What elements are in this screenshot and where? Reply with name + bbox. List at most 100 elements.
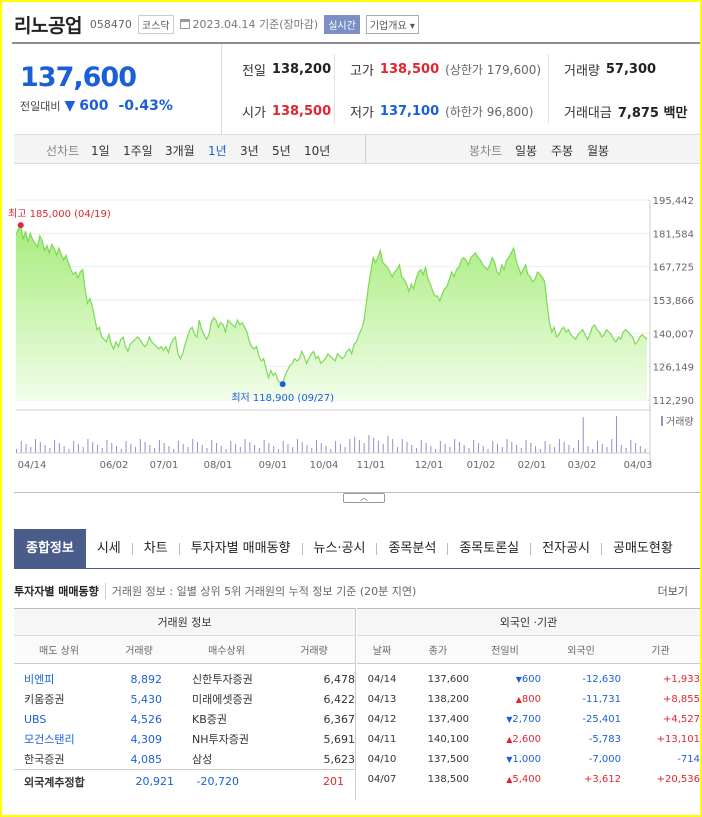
foreign-sum-net: 201: [323, 775, 344, 788]
volume-bar: [216, 443, 218, 453]
min-label: 최저 118,900 (09/27): [231, 392, 334, 404]
volume-bar: [196, 442, 198, 453]
row-change-value: 600: [521, 673, 541, 685]
high-label: 고가: [350, 64, 374, 79]
volume-bar: [320, 443, 322, 453]
broker-sell-name[interactable]: 비엔피: [24, 673, 55, 686]
collapse-chart-button[interactable]: ︿: [343, 493, 385, 503]
volume-bar: [477, 443, 479, 453]
stock-name[interactable]: 리노공업: [14, 14, 82, 37]
tab-short-selling[interactable]: 공매도현황: [612, 540, 673, 556]
realtime-button[interactable]: 실시간: [324, 14, 360, 34]
broker-sell-volume: 4,526: [130, 712, 163, 726]
volume-bar: [182, 444, 184, 453]
volume-bar: [444, 444, 446, 453]
volume-bar: [316, 440, 318, 453]
period-divider: [365, 135, 366, 163]
header-divider: [12, 42, 700, 44]
volume-bar: [463, 445, 465, 453]
tab-divider: [530, 542, 532, 555]
volume-bar: [173, 449, 175, 453]
period-3m[interactable]: 3개월: [165, 144, 195, 158]
volume-bar: [568, 445, 570, 453]
period-1d[interactable]: 1일: [91, 144, 110, 158]
stats-divider: [548, 54, 549, 124]
y-tick-label: 112,290: [653, 396, 694, 407]
date-info: 2023.04.14 기준(장마감): [179, 16, 319, 32]
tab-quotes[interactable]: 시세: [96, 540, 121, 556]
chart-period-bar: 선차트 1일 1주일 3개월 1년 3년 5년 10년 봉차트 일봉 주봉 월봉: [14, 134, 700, 164]
row-date: 04/12: [367, 713, 397, 725]
volume-bar: [287, 444, 289, 453]
row-foreign: -11,731: [582, 693, 621, 705]
volume-bar: [220, 446, 222, 453]
volume-bar: [35, 439, 37, 453]
broker-sell-name[interactable]: UBS: [24, 712, 47, 726]
price-chart[interactable]: 195,442 181,584 167,725 153,866 140,007 126,1…: [2, 190, 700, 475]
volume-bar: [577, 440, 579, 453]
candle-daily[interactable]: 일봉: [515, 144, 538, 158]
volume-bar: [554, 447, 556, 453]
volume-bar: [544, 441, 546, 453]
chart-bottom-border: [14, 492, 700, 493]
volume-bar: [435, 449, 437, 453]
volume-bar: [487, 449, 489, 453]
volume-bar: [377, 441, 379, 453]
row-foreign: -12,630: [582, 673, 621, 685]
col-buy-volume: 거래량: [300, 646, 328, 657]
broker-sell-volume: 5,430: [130, 692, 163, 706]
tab-analysis[interactable]: 종목분석: [388, 540, 437, 556]
volume-bar: [587, 446, 589, 453]
tab-investor-trading[interactable]: 투자자별 매매동향: [190, 540, 291, 556]
broker-sell-name[interactable]: 모건스탠리: [24, 733, 75, 746]
period-5y[interactable]: 5년: [272, 144, 291, 158]
volume-bar: [63, 446, 65, 453]
tab-discussion[interactable]: 종목토론실: [459, 540, 520, 556]
volume-bar: [225, 449, 227, 453]
change-value: 600: [79, 98, 109, 114]
x-tick-label: 10/04: [310, 460, 339, 471]
row-institution: +4,527: [662, 713, 700, 725]
tab-divider: [376, 542, 378, 555]
row-foreign: +3,612: [583, 773, 621, 785]
period-1y[interactable]: 1년: [208, 144, 227, 158]
tab-news[interactable]: 뉴스·공시: [313, 540, 366, 556]
row-foreign: -25,401: [582, 713, 621, 725]
row-change: ▼1,000: [469, 754, 541, 765]
period-10y[interactable]: 10년: [304, 144, 331, 158]
volume-bar: [420, 440, 422, 453]
more-link[interactable]: 더보기: [657, 585, 688, 598]
tab-disclosure[interactable]: 전자공시: [542, 540, 590, 556]
max-label: 최고 185,000 (04/19): [8, 208, 111, 220]
col-foreign: 외국인: [567, 646, 595, 657]
candle-weekly[interactable]: 주봉: [551, 144, 574, 158]
volume-bar: [492, 441, 494, 453]
company-overview-select[interactable]: 기업개요 ▾: [365, 14, 419, 34]
row-institution: +13,101: [656, 733, 700, 745]
foreign-row: 04/11 140,100 ▲2,600 -5,783 +13,101: [357, 729, 700, 749]
price-area: [16, 225, 647, 400]
y-tick-label: 195,442: [653, 196, 694, 207]
volume-bar: [244, 439, 246, 453]
volume-bar: [139, 439, 141, 453]
market-badge: 코스닥: [137, 14, 174, 34]
volume-bar: [311, 448, 313, 453]
tab-overview[interactable]: 종합정보: [14, 528, 86, 569]
tab-chart[interactable]: 차트: [143, 540, 168, 556]
up-triangle-icon: ▲: [515, 694, 522, 704]
volume-bar: [301, 442, 303, 453]
period-3y[interactable]: 3년: [240, 144, 259, 158]
volume-bar: [268, 443, 270, 453]
broker-sell-name: 키움증권: [24, 693, 65, 706]
row-change-value: 800: [521, 693, 541, 705]
company-overview-label: 기업개요: [369, 20, 407, 32]
y-tick-label: 181,584: [653, 229, 694, 240]
max-point-marker: [17, 222, 24, 229]
date-text: 2023.04.14 기준(장마감): [192, 18, 319, 31]
row-date: 04/13: [367, 693, 397, 705]
period-1w[interactable]: 1주일: [123, 144, 153, 158]
broker-sell-volume: 4,309: [130, 732, 163, 746]
volume-bar: [82, 447, 84, 453]
candle-monthly[interactable]: 월봉: [587, 144, 610, 158]
row-foreign: -7,000: [588, 753, 621, 765]
